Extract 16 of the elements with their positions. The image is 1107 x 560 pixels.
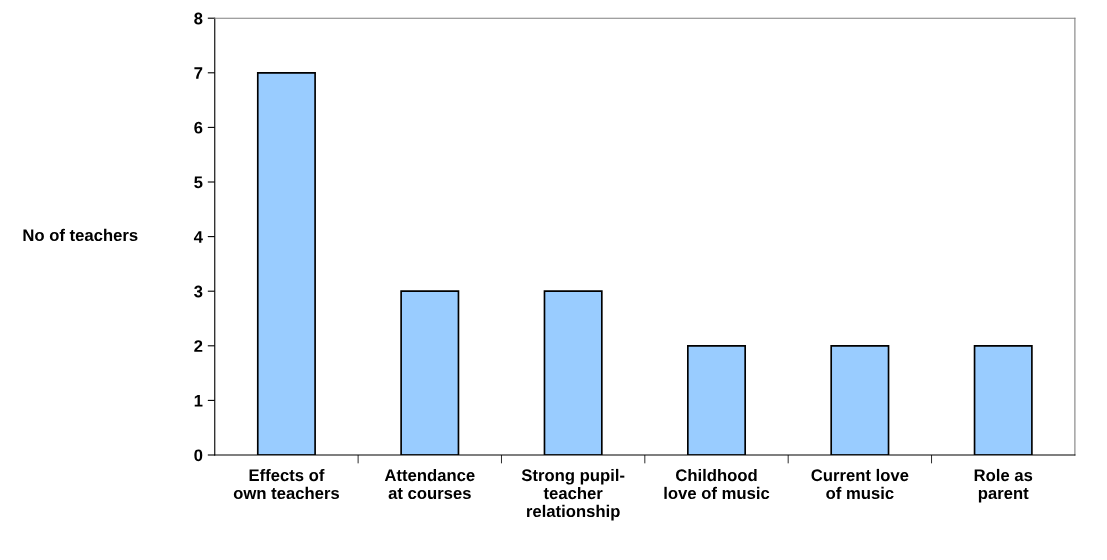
x-tick-label: Attendance at courses [384,468,475,500]
y-tick-label: 0 [194,449,203,462]
x-tick-label: Current love of music [811,468,909,500]
y-tick-label: 3 [194,285,203,298]
y-tick-label: 5 [194,176,203,189]
y-tick-label: 4 [193,231,203,243]
y-tick-label: 8 [194,12,203,25]
y-tick-label: 1 [194,394,203,407]
y-tick-label: 6 [194,121,203,134]
x-tick-label: Strong pupil- teacher relationship [521,468,625,521]
x-tick-label: Childhood love of music [664,468,770,500]
x-tick-label: Effects of own teachers [233,468,340,500]
y-tick-label: 2 [194,340,203,352]
x-tick-label: Role as parent [974,468,1033,503]
y-axis-title: No of teachers [23,228,138,242]
y-tick-label: 7 [194,67,203,79]
